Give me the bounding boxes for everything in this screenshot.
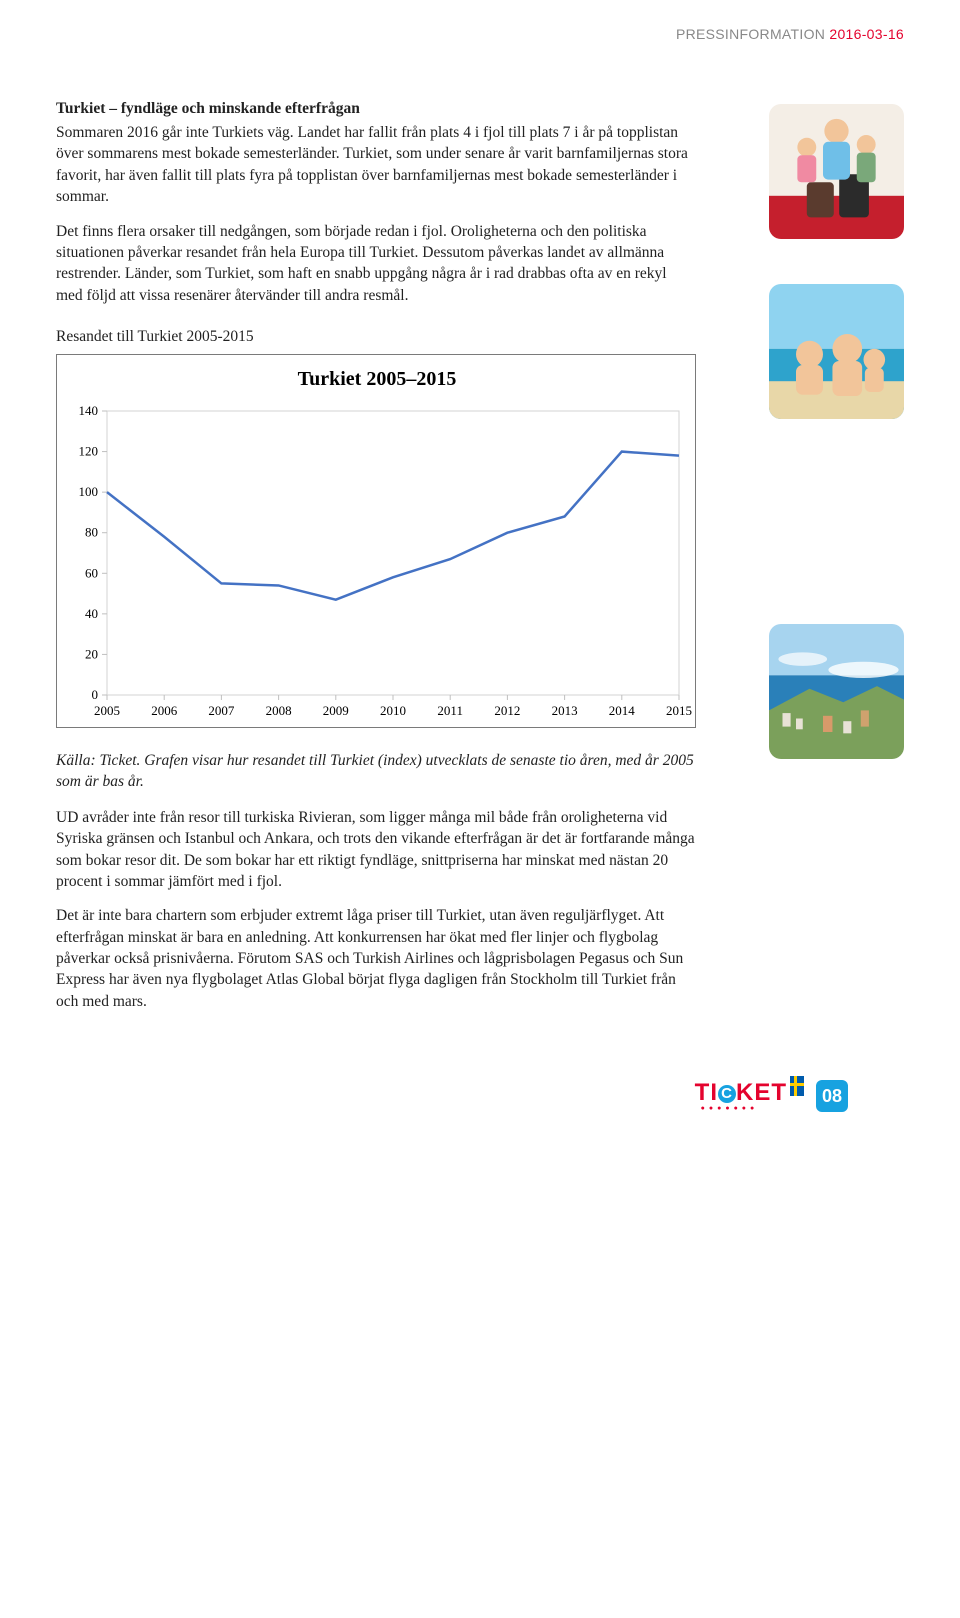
thumb-beach-family <box>769 284 904 419</box>
header-date: 2016-03-16 <box>829 26 904 42</box>
svg-text:2011: 2011 <box>437 703 463 718</box>
logo-dots: ●●●●●●● <box>701 1105 804 1112</box>
page-number: 08 <box>816 1080 848 1112</box>
thumb-family-luggage <box>769 104 904 239</box>
svg-text:2008: 2008 <box>266 703 292 718</box>
intro-paragraph-2: Det finns flera orsaker till nedgången, … <box>56 221 696 307</box>
thumb-alanya-coast <box>769 624 904 759</box>
svg-text:100: 100 <box>79 484 99 499</box>
svg-text:2013: 2013 <box>552 703 578 718</box>
svg-text:Turkiet 2005–2015: Turkiet 2005–2015 <box>298 368 457 390</box>
svg-text:80: 80 <box>85 525 98 540</box>
intro-body: Sommaren 2016 går inte Turkiets väg. Lan… <box>56 122 696 306</box>
logo-part-b: KET <box>736 1079 787 1106</box>
lower-body: UD avråder inte från resor till turkiska… <box>56 807 696 1012</box>
caption-source: Källa: Ticket. <box>56 752 144 769</box>
page-footer: TICKET ●●●●●●● 08 <box>56 1052 904 1122</box>
svg-text:20: 20 <box>85 646 98 661</box>
svg-text:2005: 2005 <box>94 703 120 718</box>
chart-turkiet-2005-2015: Turkiet 2005–2015 0 20 40 60 80 100 120 140 2005 2… <box>56 354 696 728</box>
header-label: PRESSINFORMATION <box>676 26 825 42</box>
ticket-logo: TICKET ●●●●●●● <box>695 1076 804 1112</box>
logo-part-c: C <box>718 1085 736 1103</box>
lower-paragraph-1: UD avråder inte från resor till turkiska… <box>56 807 696 893</box>
svg-text:60: 60 <box>85 565 98 580</box>
chart-caption: Källa: Ticket. Grafen visar hur resandet… <box>56 750 696 793</box>
page-header: PRESSINFORMATION 2016-03-16 <box>676 26 904 42</box>
svg-text:2012: 2012 <box>494 703 520 718</box>
svg-text:2015: 2015 <box>666 703 692 718</box>
logo-part-a: TI <box>695 1079 718 1106</box>
svg-text:2010: 2010 <box>380 703 406 718</box>
svg-text:120: 120 <box>79 444 99 459</box>
svg-text:2007: 2007 <box>208 703 235 718</box>
svg-text:0: 0 <box>92 687 99 702</box>
svg-text:2009: 2009 <box>323 703 349 718</box>
svg-text:140: 140 <box>79 403 99 418</box>
svg-text:40: 40 <box>85 606 98 621</box>
line-chart: Turkiet 2005–2015 0 20 40 60 80 100 120 140 2005 2… <box>57 355 697 727</box>
intro-paragraph-1: Sommaren 2016 går inte Turkiets väg. Lan… <box>56 122 696 208</box>
caption-body: Grafen visar hur resandet till Turkiet (… <box>56 752 694 790</box>
sweden-flag-icon <box>790 1076 804 1096</box>
svg-text:2014: 2014 <box>609 703 636 718</box>
lower-paragraph-2: Det är inte bara chartern som erbjuder e… <box>56 905 696 1012</box>
svg-text:2006: 2006 <box>151 703 178 718</box>
